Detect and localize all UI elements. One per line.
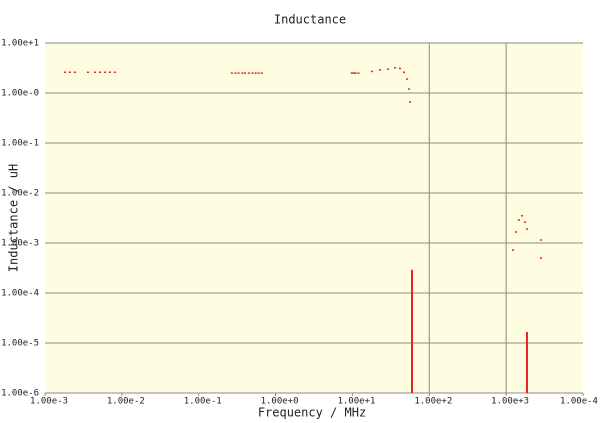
- plot-area: [45, 43, 583, 393]
- point: [354, 72, 357, 74]
- point: [399, 67, 402, 70]
- point: [403, 71, 406, 74]
- point: [406, 78, 409, 80]
- x-tick-label: 1.00e-4: [560, 397, 598, 407]
- y-tick-label: 1.00e-3: [1, 239, 39, 249]
- point: [243, 72, 246, 74]
- point: [230, 72, 233, 74]
- y-axis-label: Inductance / uH: [7, 164, 21, 272]
- point: [539, 257, 542, 259]
- point: [104, 71, 107, 74]
- y-tick-label: 1.00e-6: [1, 389, 39, 399]
- point: [68, 71, 71, 74]
- x-tick-label: 1.00e-3: [30, 397, 68, 407]
- point: [511, 249, 514, 251]
- y-tick-label: 1.00e-1: [1, 139, 39, 149]
- x-tick-label: 1.00e-1: [184, 397, 222, 407]
- point: [408, 101, 411, 103]
- y-tick-label: 1.00e-0: [1, 89, 39, 99]
- point: [237, 72, 240, 74]
- x-axis-label: Frequency / MHz: [258, 406, 366, 420]
- x-tick-label: 1.00e+2: [414, 397, 452, 407]
- x-tick-label: 1.00e+0: [261, 397, 299, 407]
- chart-title: Inductance: [274, 13, 346, 27]
- x-tick-label: 1.00e-2: [107, 397, 145, 407]
- point: [370, 70, 373, 73]
- x-tick-label: 1.00e+3: [491, 397, 529, 407]
- point: [357, 72, 360, 74]
- point: [241, 72, 244, 74]
- point: [93, 71, 96, 74]
- point: [525, 228, 528, 230]
- point: [350, 72, 353, 74]
- point: [73, 71, 76, 74]
- point: [378, 69, 381, 71]
- y-tick-label: 1.00e-5: [1, 339, 39, 349]
- point: [352, 72, 355, 74]
- point: [234, 72, 237, 74]
- y-tick-label: 1.00e+1: [1, 39, 39, 49]
- point: [539, 239, 542, 241]
- point: [407, 88, 410, 90]
- point: [514, 231, 517, 233]
- point: [393, 66, 396, 69]
- point: [63, 71, 66, 74]
- point: [113, 71, 116, 74]
- point: [523, 221, 526, 224]
- point: [247, 72, 250, 74]
- point: [517, 219, 520, 221]
- point: [251, 72, 254, 74]
- point: [386, 68, 389, 70]
- point: [520, 215, 523, 217]
- point: [254, 72, 257, 74]
- point: [86, 71, 89, 74]
- point: [108, 71, 111, 74]
- point: [99, 71, 102, 74]
- point: [260, 72, 263, 74]
- x-tick-label: 1.00e+1: [337, 397, 375, 407]
- y-tick-label: 1.00e-2: [1, 189, 39, 199]
- y-tick-label: 1.00e-4: [1, 289, 39, 299]
- point: [257, 72, 260, 74]
